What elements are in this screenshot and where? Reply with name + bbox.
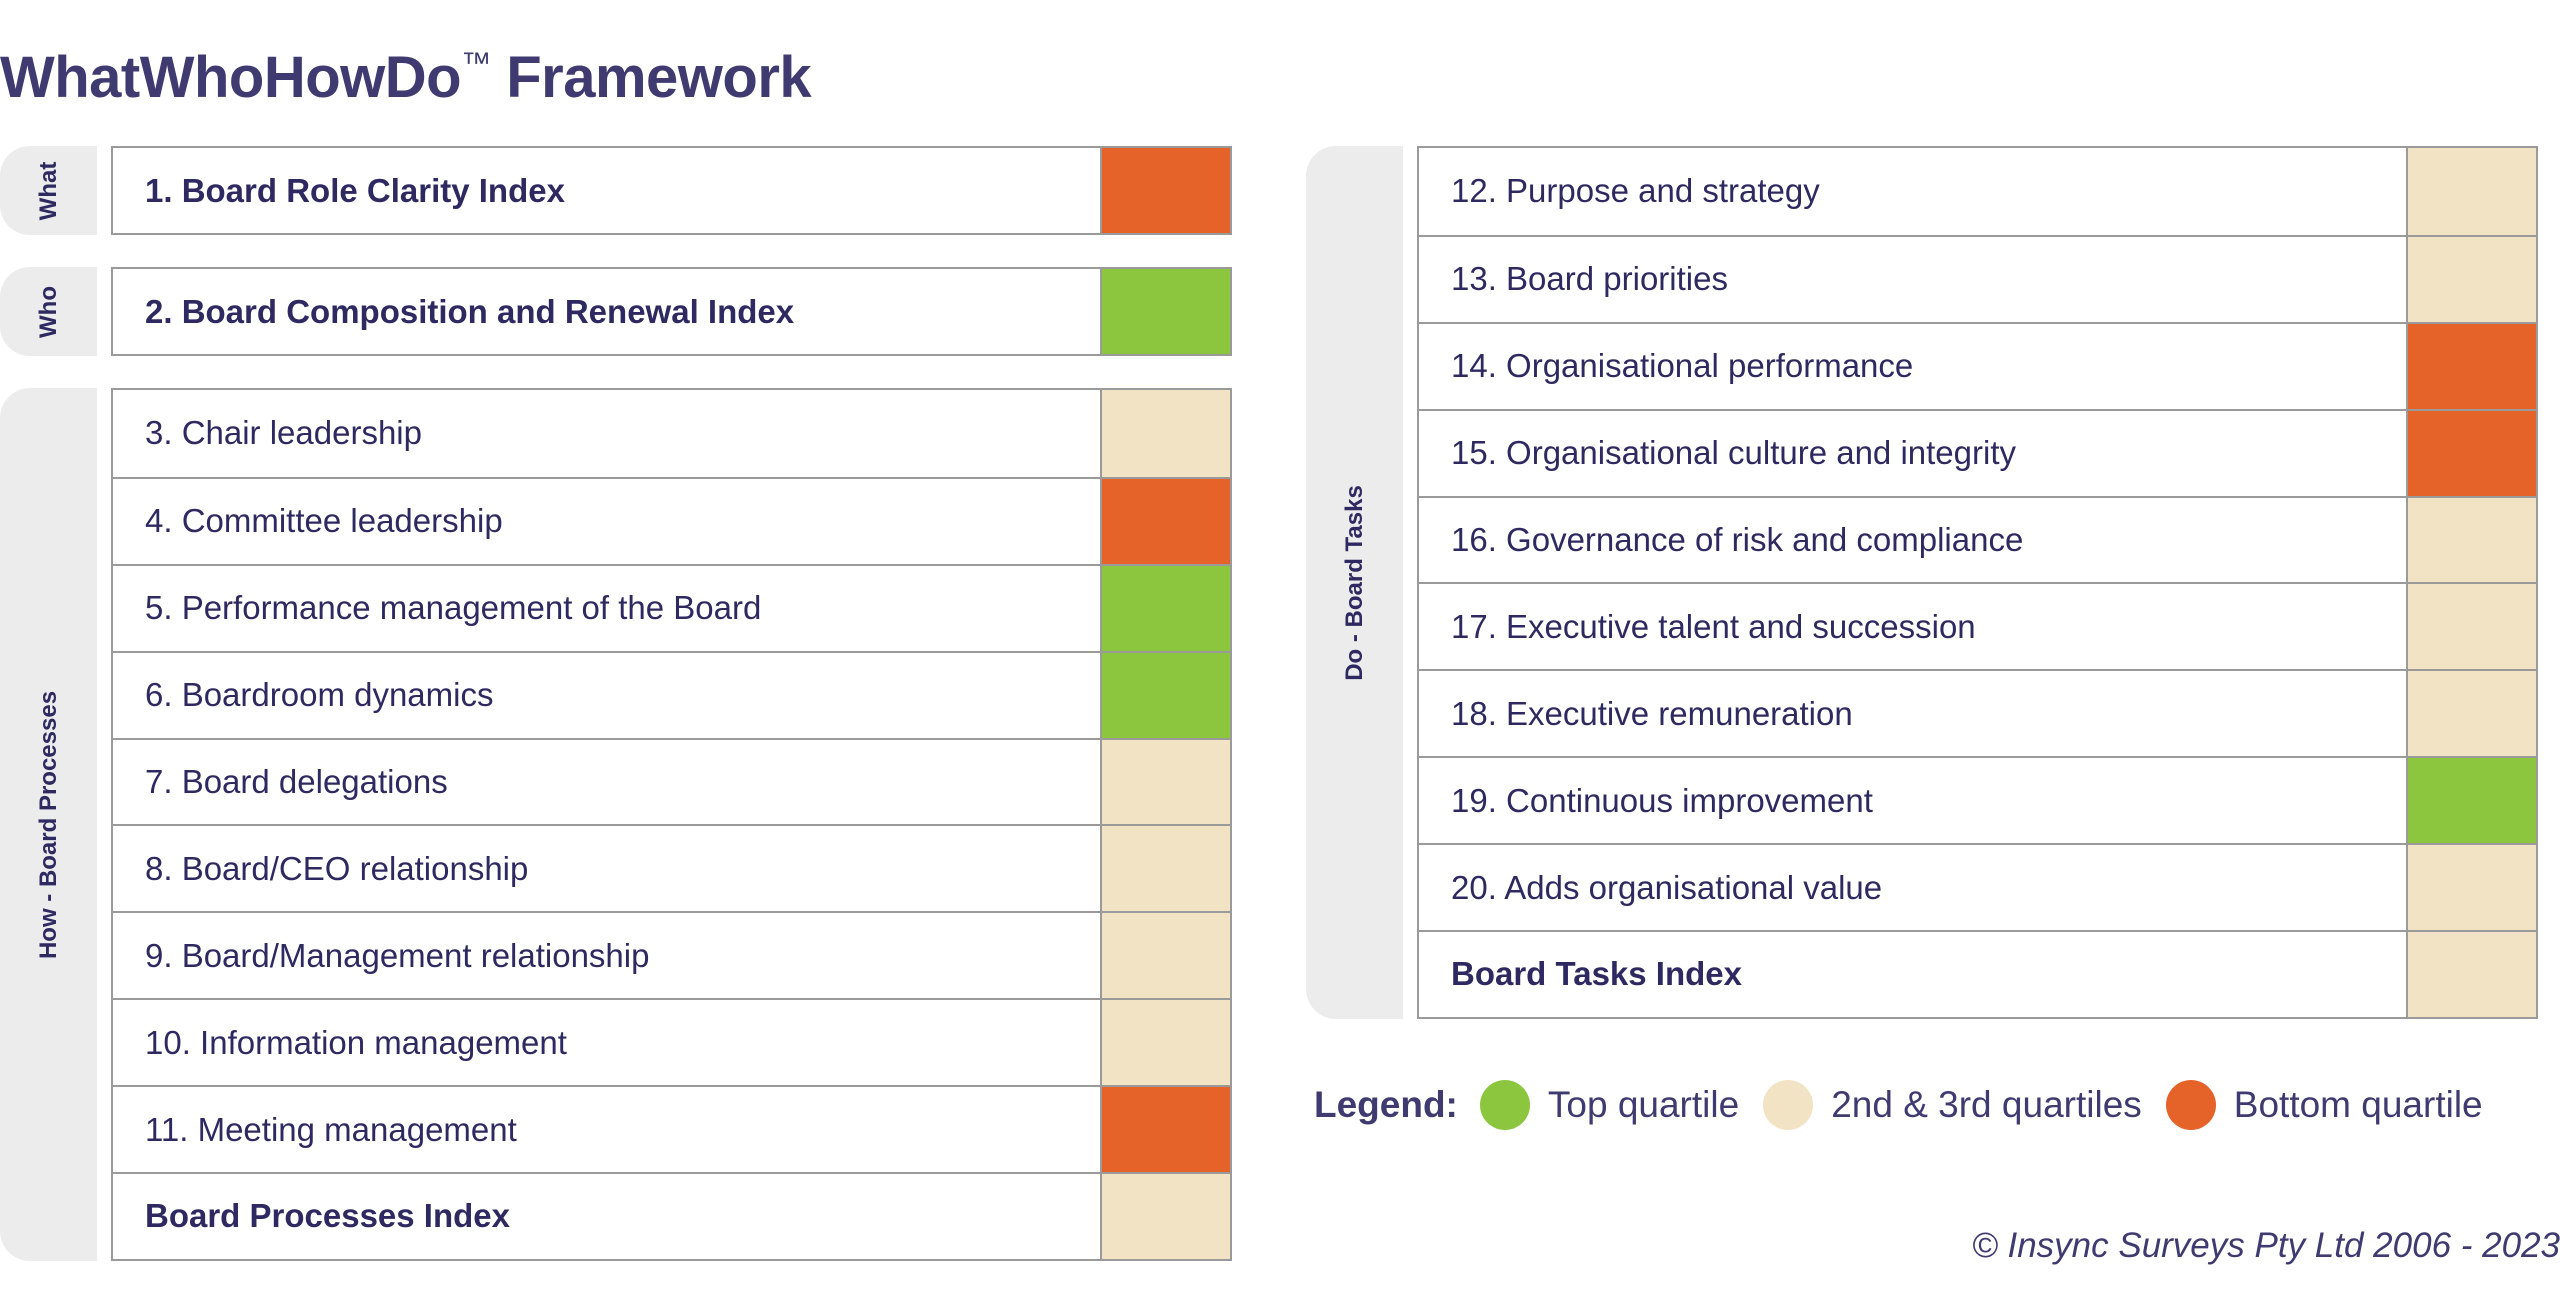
- group-side-what: What: [0, 146, 97, 235]
- framework-row: 15. Organisational culture and integrity: [1419, 408, 2536, 496]
- framework-row: 2. Board Composition and Renewal Index: [113, 269, 1230, 354]
- framework-row: 18. Executive remuneration: [1419, 669, 2536, 757]
- group-label: How - Board Processes: [34, 690, 62, 959]
- quartile-indicator-cell: [1100, 739, 1230, 825]
- row-label: 13. Board priorities: [1451, 260, 1728, 298]
- framework-row: 10. Information management: [113, 998, 1230, 1086]
- row-label: 1. Board Role Clarity Index: [145, 171, 565, 209]
- group-table-how-board-processes: 3. Chair leadership 4. Committee leadersh…: [111, 388, 1232, 1261]
- trademark-symbol: ™: [461, 46, 491, 80]
- legend-title: Legend:: [1314, 1084, 1458, 1125]
- row-label: 6. Boardroom dynamics: [145, 676, 494, 714]
- copyright-notice: © Insync Surveys Pty Ltd 2006 - 2023: [1971, 1226, 2560, 1265]
- title-main: WhatWhoHowDo: [0, 45, 462, 110]
- row-label: 2. Board Composition and Renewal Index: [145, 292, 795, 330]
- quartile-indicator-cell: [1100, 148, 1230, 233]
- quartile-indicator-cell: [2406, 323, 2536, 409]
- quartile-indicator-cell: [2406, 584, 2536, 670]
- framework-row: 3. Chair leadership: [113, 390, 1230, 477]
- row-label: 16. Governance of risk and compliance: [1451, 521, 2024, 558]
- legend-label-top-quartile: Top quartile: [1547, 1084, 1740, 1125]
- row-label: 10. Information management: [145, 1023, 567, 1061]
- row-label: 14. Organisational performance: [1451, 347, 1914, 385]
- legend-dot-top-quartile: [1479, 1080, 1530, 1130]
- quartile-indicator-cell: [1100, 1000, 1230, 1086]
- framework-row: 4. Committee leadership: [113, 476, 1230, 564]
- quartile-indicator-cell: [2406, 932, 2536, 1017]
- group-side-who: Who: [0, 267, 97, 356]
- framework-row: 17. Executive talent and succession: [1419, 582, 2536, 670]
- framework-row: 13. Board priorities: [1419, 234, 2536, 322]
- row-label: 17. Executive talent and succession: [1451, 607, 1976, 645]
- row-label: 3. Chair leadership: [145, 414, 422, 452]
- row-label: 20. Adds organisational value: [1451, 868, 1883, 906]
- quartile-indicator-cell: [1100, 390, 1230, 477]
- framework-row: Board Processes Index: [113, 1172, 1230, 1259]
- framework-row: 8. Board/CEO relationship: [113, 824, 1230, 912]
- row-label: 4. Committee leadership: [145, 502, 503, 540]
- framework-row: 19. Continuous improvement: [1419, 756, 2536, 844]
- framework-row: 6. Boardroom dynamics: [113, 650, 1230, 738]
- row-label: 11. Meeting management: [145, 1110, 517, 1148]
- quartile-indicator-cell: [1100, 478, 1230, 564]
- row-label: 7. Board delegations: [145, 763, 448, 800]
- row-label: Board Processes Index: [145, 1197, 510, 1235]
- group-side-how-board-processes: How - Board Processes: [0, 388, 97, 1261]
- legend-dot-bottom-quartile: [2165, 1080, 2216, 1130]
- group-table-do-board-tasks: 12. Purpose and strategy 13. Board priori…: [1417, 146, 2538, 1019]
- row-label: 8. Board/CEO relationship: [145, 849, 529, 887]
- legend-label-middle-quartiles: 2nd & 3rd quartiles: [1831, 1084, 2142, 1125]
- row-label: 5. Performance management of the Board: [145, 589, 762, 627]
- framework-row: 12. Purpose and strategy: [1419, 148, 2536, 235]
- group-label: Do - Board Tasks: [1340, 484, 1368, 681]
- quartile-indicator-cell: [2406, 845, 2536, 931]
- quartile-indicator-cell: [2406, 410, 2536, 496]
- group-side-do-board-tasks: Do - Board Tasks: [1306, 146, 1403, 1019]
- quartile-indicator-cell: [2406, 148, 2536, 235]
- framework-row: 20. Adds organisational value: [1419, 843, 2536, 931]
- framework-row: 1. Board Role Clarity Index: [113, 148, 1230, 233]
- legend-dot-middle-quartiles: [1763, 1080, 1814, 1130]
- framework-row: Board Tasks Index: [1419, 930, 2536, 1017]
- group-label: What: [34, 161, 62, 220]
- framework-row: 11. Meeting management: [113, 1085, 1230, 1173]
- group-table-what: 1. Board Role Clarity Index: [111, 146, 1232, 235]
- quartile-indicator-cell: [1100, 1174, 1230, 1259]
- group-table-who: 2. Board Composition and Renewal Index: [111, 267, 1232, 356]
- quartile-indicator-cell: [2406, 671, 2536, 757]
- row-label: 9. Board/Management relationship: [145, 936, 650, 974]
- title-suffix: Framework: [490, 45, 812, 110]
- quartile-indicator-cell: [1100, 269, 1230, 354]
- row-label: Board Tasks Index: [1451, 955, 1742, 993]
- quartile-indicator-cell: [1100, 652, 1230, 738]
- quartile-indicator-cell: [1100, 826, 1230, 912]
- framework-row: 7. Board delegations: [113, 737, 1230, 825]
- row-label: 12. Purpose and strategy: [1451, 172, 1820, 210]
- framework-row: 14. Organisational performance: [1419, 321, 2536, 409]
- quartile-indicator-cell: [2406, 236, 2536, 322]
- quartile-indicator-cell: [2406, 497, 2536, 583]
- quartile-indicator-cell: [1100, 913, 1230, 999]
- framework-row: 16. Governance of risk and compliance: [1419, 495, 2536, 583]
- quartile-indicator-cell: [1100, 1087, 1230, 1173]
- row-label: 19. Continuous improvement: [1451, 781, 1873, 819]
- legend-label-bottom-quartile: Bottom quartile: [2233, 1084, 2483, 1125]
- row-label: 15. Organisational culture and integrity: [1451, 434, 2016, 472]
- page-title: WhatWhoHowDo™ Framework: [0, 44, 812, 111]
- row-label: 18. Executive remuneration: [1451, 694, 1853, 732]
- framework-row: 5. Performance management of the Board: [113, 563, 1230, 651]
- legend: Legend: Top quartile 2nd & 3rd quartiles…: [1314, 1070, 2483, 1140]
- framework-row: 9. Board/Management relationship: [113, 911, 1230, 999]
- group-label: Who: [34, 285, 62, 338]
- quartile-indicator-cell: [1100, 565, 1230, 651]
- quartile-indicator-cell: [2406, 758, 2536, 844]
